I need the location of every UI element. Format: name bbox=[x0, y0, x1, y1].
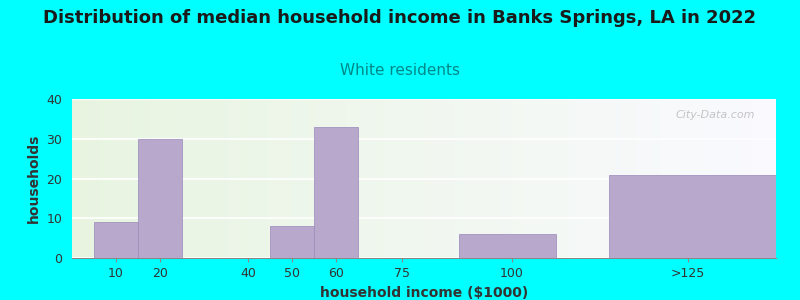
Bar bbox=[138, 139, 182, 258]
X-axis label: household income ($1000): household income ($1000) bbox=[320, 286, 528, 300]
Bar bbox=[94, 222, 138, 258]
Y-axis label: households: households bbox=[27, 134, 41, 223]
Bar bbox=[609, 175, 776, 258]
Bar bbox=[314, 127, 358, 258]
Bar bbox=[270, 226, 314, 258]
Text: Distribution of median household income in Banks Springs, LA in 2022: Distribution of median household income … bbox=[43, 9, 757, 27]
Text: White residents: White residents bbox=[340, 63, 460, 78]
Text: City-Data.com: City-Data.com bbox=[675, 110, 755, 120]
Bar bbox=[459, 234, 556, 258]
